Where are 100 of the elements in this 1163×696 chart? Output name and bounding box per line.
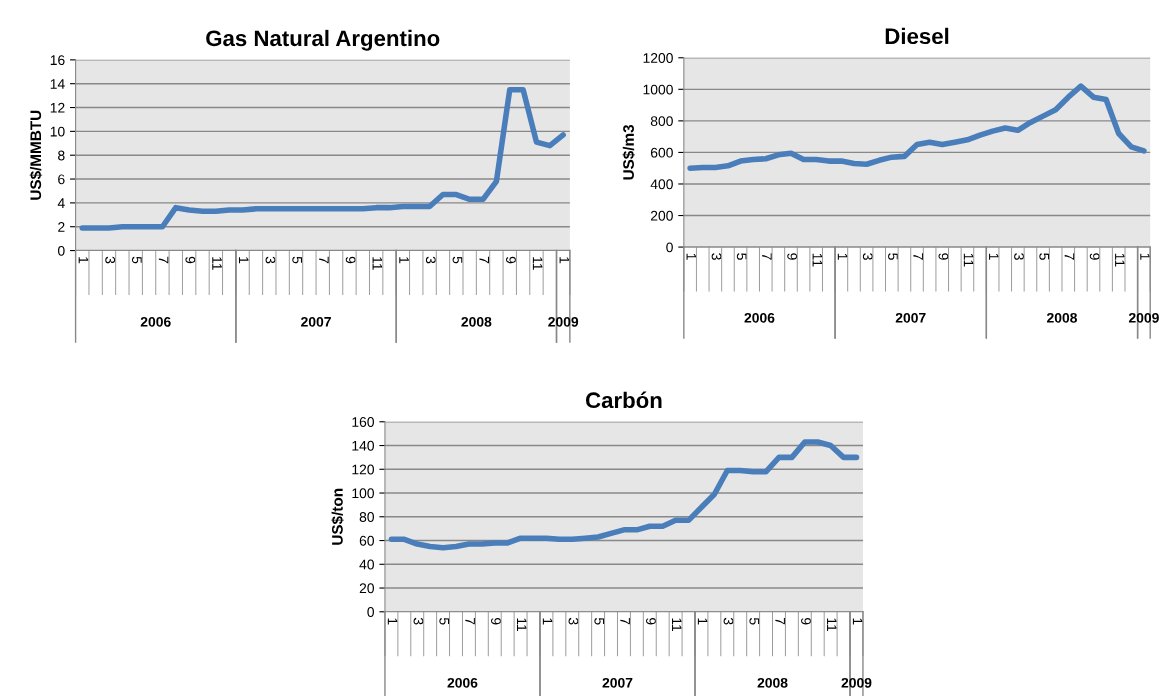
- y-axis-title: US$/m3: [622, 124, 635, 180]
- x-tick-label: 11: [963, 253, 974, 267]
- x-tick-label: 7: [479, 256, 489, 264]
- x-tick-label: 1: [387, 618, 398, 625]
- y-tick-label: 40: [359, 559, 374, 570]
- x-tick-label: 9: [938, 253, 949, 260]
- x-tick-label: 3: [723, 617, 734, 625]
- y-tick-label: 600: [650, 147, 673, 158]
- x-tick-label: 11: [1115, 253, 1125, 267]
- text: 2007: [301, 316, 331, 327]
- y-tick-label: 60: [359, 535, 374, 546]
- x-tick-label: 1: [78, 257, 89, 264]
- text: 2009: [548, 316, 579, 327]
- x-tick-label: 3: [413, 617, 424, 625]
- x-tick-label: 9: [787, 253, 798, 260]
- x-tick-label: 5: [736, 253, 747, 260]
- x-tick-label: 7: [465, 618, 475, 625]
- x-tick-label: 11: [812, 253, 823, 267]
- y-tick-label: 100: [352, 488, 374, 499]
- x-tick-label: 1: [542, 618, 553, 625]
- x-tick-label: 1: [837, 253, 848, 260]
- y-tick-label: 0: [58, 245, 65, 256]
- x-tick-label: 11: [372, 257, 383, 270]
- x-tick-label: 3: [711, 253, 722, 260]
- x-tick-label: 3: [1014, 253, 1024, 260]
- x-tick-label: 5: [888, 253, 898, 260]
- x-tick-label: 1: [238, 257, 249, 264]
- x-tick-label: 7: [158, 256, 169, 264]
- y-tick-label: 2: [58, 222, 65, 232]
- x-tick-label: 1: [1140, 253, 1150, 260]
- x-tick-label: 11: [532, 257, 543, 270]
- y-tick-label: 1200: [643, 53, 673, 63]
- x-tick-label: 5: [131, 256, 142, 264]
- x-tick-label: 7: [1064, 253, 1075, 260]
- x-tick-label: 5: [452, 256, 463, 264]
- x-tick-label: 1: [559, 257, 570, 264]
- x-tick-label: 9: [491, 617, 501, 625]
- x-tick-label: 7: [762, 253, 772, 260]
- x-tick-label: 3: [862, 253, 873, 260]
- y-tick-label: 4: [57, 198, 65, 208]
- x-tick-label: 9: [646, 617, 656, 625]
- x-tick-label: 11: [672, 618, 682, 632]
- text: 2006: [744, 312, 775, 323]
- y-tick-label: 16: [50, 55, 65, 66]
- x-tick-label: 9: [506, 256, 516, 264]
- y-tick-label: 200: [650, 210, 673, 221]
- text: 2008: [461, 316, 492, 327]
- y-tick-label: 10: [50, 126, 65, 137]
- x-tick-label: 11: [827, 618, 837, 632]
- text: 2007: [602, 677, 633, 688]
- x-tick-label: 9: [345, 256, 356, 264]
- x-tick-label: 9: [185, 256, 196, 264]
- text: 2006: [140, 316, 171, 327]
- x-tick-label: 7: [620, 618, 630, 625]
- y-tick-label: 140: [352, 440, 374, 451]
- x-tick-label: 5: [292, 256, 302, 264]
- x-tick-label: 7: [913, 253, 923, 260]
- x-tick-label: 3: [105, 256, 116, 264]
- y-tick-label: 80: [359, 512, 374, 522]
- x-tick-label: 3: [568, 617, 579, 625]
- x-tick-label: 5: [439, 617, 450, 625]
- x-tick-label: 5: [594, 617, 605, 625]
- x-tick-label: 1: [852, 618, 863, 625]
- text: 2006: [447, 677, 478, 688]
- y-axis-title: US$/MMBTU: [29, 110, 43, 200]
- chart-title: Gas Natural Argentino: [206, 29, 440, 51]
- x-tick-label: 9: [1089, 253, 1100, 260]
- y-tick-label: 20: [359, 583, 374, 594]
- x-tick-label: 1: [399, 257, 409, 264]
- y-tick-label: 120: [352, 464, 374, 475]
- y-axis-title: US$/ton: [331, 488, 344, 545]
- chart-title: Diesel: [885, 27, 949, 45]
- chart-title: Carbón: [585, 391, 662, 409]
- x-tick-label: 1: [989, 253, 999, 260]
- x-tick-label: 9: [801, 617, 811, 625]
- y-tick-label: 0: [367, 607, 374, 617]
- y-tick-label: 800: [650, 116, 673, 127]
- x-tick-label: 11: [517, 618, 527, 632]
- text: 2008: [757, 677, 788, 688]
- y-tick-label: 160: [352, 417, 374, 427]
- x-tick-label: 7: [319, 256, 329, 264]
- x-tick-label: 3: [425, 256, 436, 264]
- x-tick-label: 5: [1039, 253, 1050, 260]
- text: 2008: [1047, 312, 1077, 323]
- y-tick-label: 1000: [643, 84, 673, 95]
- text: 2009: [841, 677, 872, 688]
- y-tick-label: 8: [58, 150, 65, 161]
- x-tick-label: 1: [697, 618, 708, 625]
- y-tick-label: 0: [666, 242, 673, 253]
- y-tick-label: 6: [58, 174, 65, 185]
- y-tick-label: 14: [50, 79, 65, 89]
- text: 2009: [1128, 312, 1159, 323]
- y-tick-label: 400: [650, 179, 673, 190]
- x-tick-label: 1: [686, 253, 697, 260]
- x-tick-label: 11: [212, 257, 222, 270]
- x-tick-label: 7: [775, 618, 785, 625]
- x-tick-label: 3: [265, 256, 276, 264]
- text: 2007: [895, 312, 926, 323]
- x-tick-label: 5: [749, 617, 760, 625]
- y-tick-label: 12: [50, 102, 65, 113]
